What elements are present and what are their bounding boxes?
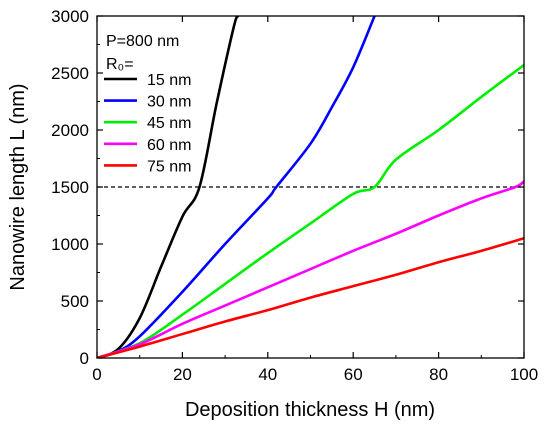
legend-label: 15 nm <box>147 72 191 89</box>
legend-header-radius: R₀= <box>106 56 134 73</box>
legend-label: 75 nm <box>147 158 191 175</box>
legend-label: 30 nm <box>147 94 191 111</box>
y-tick-label: 0 <box>80 349 89 368</box>
series-line-30-nm <box>97 16 376 358</box>
series-line-60-nm <box>97 180 524 358</box>
y-tick-label: 500 <box>61 292 89 311</box>
legend-label: 60 nm <box>147 137 191 154</box>
legend-header-period: P=800 nm <box>106 33 179 50</box>
y-tick-label: 2000 <box>51 121 89 140</box>
series-line-75-nm <box>97 237 524 358</box>
x-tick-label: 40 <box>258 365 277 384</box>
series-line-15-nm <box>97 16 240 358</box>
x-axis-label: Deposition thickness H (nm) <box>185 399 435 421</box>
series-line-45-nm <box>97 63 524 358</box>
x-tick-label: 80 <box>429 365 448 384</box>
x-tick-label: 0 <box>92 365 101 384</box>
x-tick-label: 20 <box>173 365 192 384</box>
plot-area <box>97 16 524 358</box>
x-tick-label: 100 <box>510 365 538 384</box>
legend: P=800 nm R₀= 15 nm 30 nm 45 nm 60 nm 75 nm <box>104 33 191 175</box>
y-axis-label: Nanowire length L (nm) <box>7 83 29 290</box>
x-tick-label: 60 <box>344 365 363 384</box>
y-tick-label: 1000 <box>51 235 89 254</box>
legend-label: 45 nm <box>147 115 191 132</box>
y-tick-label: 3000 <box>51 7 89 26</box>
y-tick-label: 2500 <box>51 64 89 83</box>
y-tick-label: 1500 <box>51 178 89 197</box>
